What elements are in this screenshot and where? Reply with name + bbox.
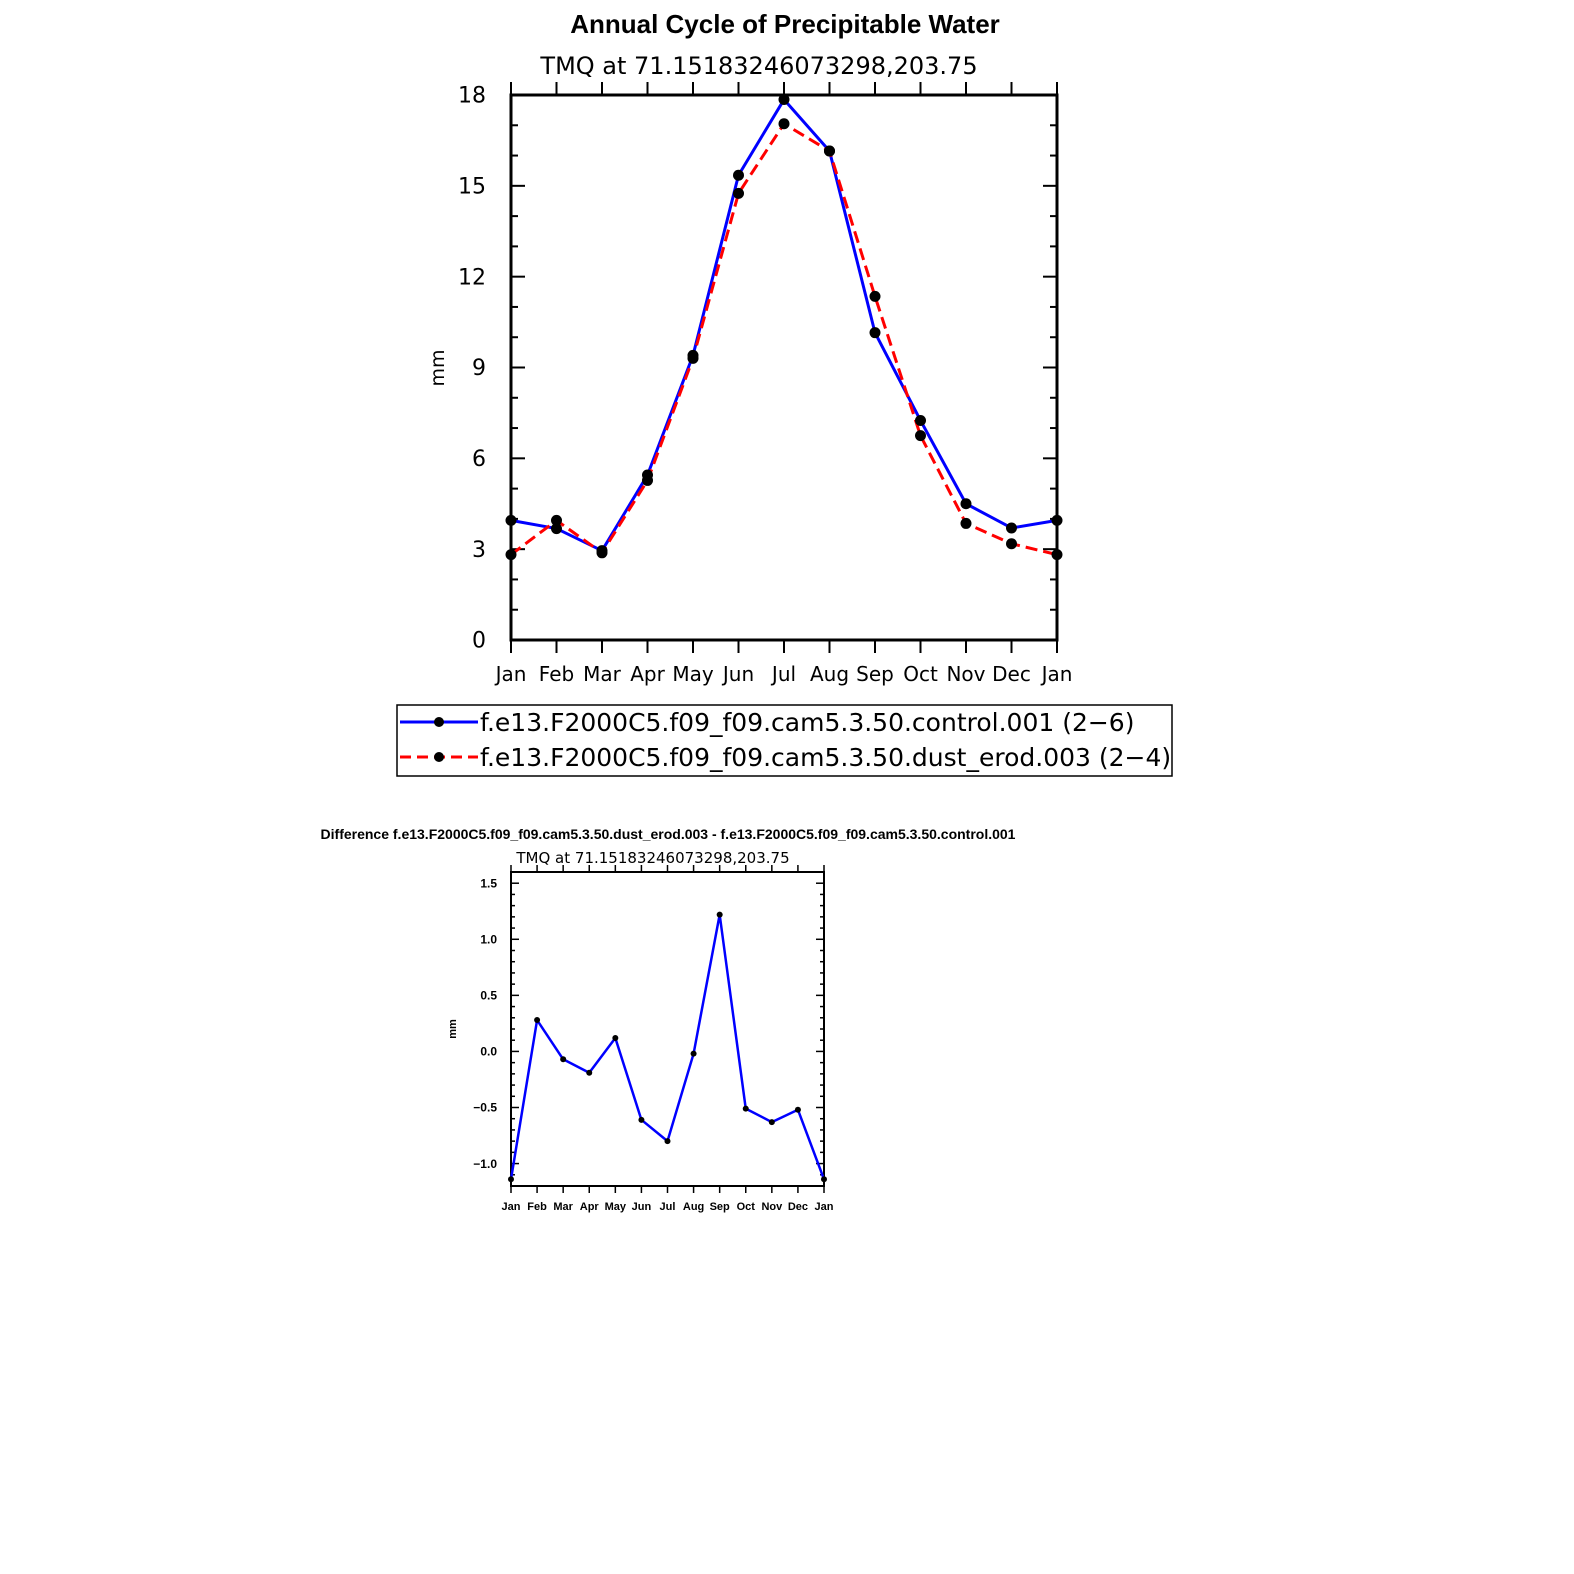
data-point-s1 [733,169,744,181]
top-plot-area: Jan Feb Mar Apr May Jun Jul Aug Sep Oct Nov Dec Jan 0… [458,82,1072,686]
data-point-s2 [915,430,926,442]
x-tick-label: Oct [903,662,938,686]
data-point-s1 [869,327,881,339]
x-tick-label: Jan [494,662,527,686]
data-point-s1 [612,1034,619,1041]
top-chart-ylabel: mm [427,349,449,386]
legend-box [396,704,1173,777]
legend-label-control: f.e13.F2000C5.f09_f09.cam5.3.50.control.… [480,708,1134,737]
x-tick-label: Jun [721,662,754,686]
x-tick-label: Nov [761,1201,783,1213]
legend-marker-control [434,717,444,727]
x-tick-label: Mar [553,1201,573,1213]
data-point-s1 [534,1017,541,1024]
bottom-plot-area: Jan Feb Mar Apr May Jun Jul Aug Sep Oct Nov Dec Jan −… [473,865,834,1213]
x-tick-label: Feb [539,662,574,686]
y-tick-label: −1.0 [473,1157,497,1171]
bottom-chart-title: Difference f.e13.F2000C5.f09_f09.cam5.3.… [321,826,1016,842]
data-point-s2 [778,118,790,130]
y-tick-label: 6 [472,447,486,472]
legend-label-dust-erod: f.e13.F2000C5.f09_f09.cam5.3.50.dust_ero… [480,743,1171,772]
data-point-s2 [960,517,972,529]
data-point-s1 [508,1176,514,1183]
x-tick-label: Nov [946,662,985,686]
data-point-s2 [733,187,744,199]
y-tick-label: 18 [458,84,486,109]
bottom-chart-subtitle: TMQ at 71.15183246073298,203.75 [515,849,789,867]
series-line-2 [510,122,1058,557]
data-point-s2 [596,547,608,559]
data-point-s2 [1006,538,1017,550]
y-tick-label: 0.5 [480,989,497,1003]
data-point-s1 [821,1176,827,1183]
x-tick-label: Dec [992,662,1031,686]
data-point-s2 [642,474,653,486]
x-tick-label: Apr [630,662,665,686]
x-tick-label: Mar [583,662,622,686]
data-point-s1 [505,514,517,526]
y-tick-label: 1.5 [480,876,497,890]
x-tick-label: Apr [580,1201,600,1213]
y-tick-label: 12 [458,265,486,290]
y-tick-label: 0.0 [480,1045,497,1059]
x-tick-label: Jan [502,1201,521,1213]
legend: f.e13.F2000C5.f09_f09.cam5.3.50.control.… [396,704,1173,777]
x-tick-label: Jan [1040,662,1073,686]
y-tick-label: 15 [458,175,486,200]
x-tick-label: Jul [770,662,796,686]
x-tick-label: May [605,1201,627,1213]
x-tick-label: Aug [683,1201,704,1213]
x-tick-label: Jun [632,1201,652,1213]
data-point-s1 [794,1106,801,1113]
data-point-s1 [742,1105,749,1112]
data-point-s1 [1051,514,1063,526]
x-tick-label: Feb [527,1201,547,1213]
data-point-s2 [1051,549,1063,561]
x-tick-label: Oct [737,1201,756,1213]
data-point-s2 [551,514,562,526]
data-point-s1 [960,498,972,510]
x-tick-label: May [672,662,714,686]
data-point-s1 [716,911,723,918]
y-tick-label: −0.5 [473,1101,497,1115]
data-point-s2 [869,290,881,302]
data-point-s1 [768,1119,775,1126]
data-point-s1 [664,1138,671,1145]
data-point-s1 [915,414,926,426]
data-point-s1 [638,1116,645,1123]
data-point-s1 [778,94,790,106]
bottom-chart-ylabel: mm [447,1019,459,1039]
x-tick-label: Jul [660,1201,676,1213]
plot-frame [509,93,1059,642]
x-tick-label: Sep [856,662,894,686]
y-tick-label: 3 [472,538,486,563]
x-tick-label: Dec [788,1201,808,1213]
x-tick-label: Aug [810,662,849,686]
y-tick-label: 1.0 [480,932,497,946]
data-point-s1 [1006,522,1017,534]
x-tick-label: Jan [815,1201,834,1213]
data-point-s1 [551,523,562,535]
legend-marker-dust-erod [434,752,444,762]
series-line-1 [510,98,1058,553]
top-chart-subtitle: TMQ at 71.15183246073298,203.75 [539,52,977,80]
y-tick-label: 0 [472,629,486,654]
y-tick-label: 9 [472,356,486,381]
data-point-s1 [560,1056,567,1063]
x-tick-label: Sep [710,1201,730,1213]
data-point-s2 [824,145,835,157]
data-point-s2 [687,352,699,364]
data-point-s2 [505,549,517,561]
data-point-s1 [586,1069,593,1076]
top-chart-title: Annual Cycle of Precipitable Water [570,9,1000,39]
data-point-s1 [690,1050,697,1057]
